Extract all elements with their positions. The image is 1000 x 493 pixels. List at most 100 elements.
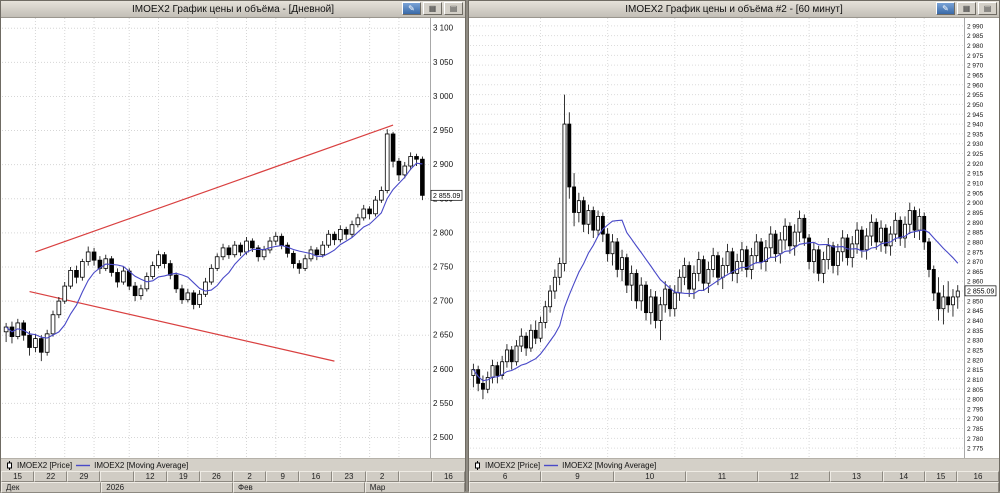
chart-panel-button[interactable]: ▤ (444, 2, 463, 15)
svg-text:2 835: 2 835 (967, 328, 984, 335)
svg-text:2 870: 2 870 (967, 259, 984, 266)
svg-text:2 885: 2 885 (967, 230, 984, 237)
svg-text:2 965: 2 965 (967, 72, 984, 79)
time-axis-cell[interactable]: 2 (232, 471, 267, 482)
svg-text:2 825: 2 825 (967, 347, 984, 354)
candlestick-icon (6, 460, 13, 470)
time-axis-daily[interactable]: 15 22 29 12 19 26 2 9 16 23 2 16 Дек 2026 Фев Мар (1, 471, 465, 493)
time-axis-cell[interactable]: 15 (924, 471, 957, 482)
chart-legend: IMOEX2 [Price] IMOEX2 [Moving Average] (1, 458, 465, 471)
time-axis-cell[interactable]: 16 (431, 471, 465, 482)
svg-text:2 950: 2 950 (967, 102, 984, 109)
time-axis-cell[interactable]: 11 (685, 471, 759, 482)
legend-price-label: IMOEX2 [Price] (17, 460, 73, 470)
svg-text:2 900: 2 900 (967, 200, 984, 207)
titlebar-hourly[interactable]: IMOEX2 График цены и объёма #2 - [60 мин… (469, 1, 999, 18)
svg-text:2 970: 2 970 (967, 63, 984, 70)
svg-text:2 750: 2 750 (433, 262, 454, 271)
time-axis-cell[interactable]: 19 (166, 471, 200, 482)
time-axis-cell[interactable]: 2 (365, 471, 399, 482)
svg-text:2 700: 2 700 (433, 297, 454, 306)
time-axis-cell[interactable]: 22 (34, 471, 68, 482)
svg-text:2 650: 2 650 (433, 331, 454, 340)
time-axis-cell[interactable]: Мар (364, 482, 465, 493)
time-axis-cell[interactable] (398, 471, 432, 482)
legend-ma-label: IMOEX2 [Moving Average] (94, 460, 189, 470)
chart-panel-button[interactable]: ▤ (978, 2, 997, 15)
svg-text:2 975: 2 975 (967, 53, 984, 60)
time-axis-cell[interactable]: 26 (199, 471, 233, 482)
svg-text:2 600: 2 600 (433, 365, 454, 374)
svg-text:2 980: 2 980 (967, 43, 984, 50)
edit-chart-button[interactable]: ✎ (936, 2, 955, 15)
svg-text:3 100: 3 100 (433, 24, 454, 33)
time-axis-cell[interactable]: 9 (541, 471, 614, 482)
chart-grid-button[interactable]: ▦ (423, 2, 442, 15)
svg-text:2 860: 2 860 (967, 279, 984, 286)
time-axis-cell[interactable] (100, 471, 134, 482)
time-axis-cell[interactable]: 13 (830, 471, 883, 482)
hourly-candlestick-chart[interactable]: 2 990 2 985 2 980 2 975 2 970 2 965 2 960 2 955… (470, 18, 998, 458)
svg-text:2 960: 2 960 (967, 82, 984, 89)
time-axis-cell[interactable]: 12 (133, 471, 167, 482)
svg-text:2 890: 2 890 (967, 220, 984, 227)
svg-text:2 800: 2 800 (967, 397, 984, 404)
svg-text:2 910: 2 910 (967, 181, 984, 188)
time-axis-hourly[interactable]: 6 9 10 11 12 13 14 15 16 (469, 471, 1000, 493)
time-axis-cell[interactable]: 15 (1, 471, 35, 482)
svg-text:2 925: 2 925 (967, 151, 984, 158)
time-axis-row[interactable]: Дек 2026 Фев Мар (1, 482, 465, 493)
svg-text:3 050: 3 050 (433, 58, 454, 67)
svg-text:2 840: 2 840 (967, 318, 984, 325)
time-axis-row[interactable] (469, 482, 999, 493)
chart-area-hourly[interactable]: 2 990 2 985 2 980 2 975 2 970 2 965 2 960 2 955… (469, 18, 999, 458)
svg-text:2 880: 2 880 (967, 239, 984, 246)
svg-text:2 820: 2 820 (967, 357, 984, 364)
svg-text:2 775: 2 775 (967, 446, 984, 453)
time-axis-cell[interactable]: 9 (266, 471, 300, 482)
svg-text:2 780: 2 780 (967, 436, 984, 443)
window-title: IMOEX2 График цены и объёма - [Дневной] (131, 3, 335, 15)
svg-text:2 930: 2 930 (967, 141, 984, 148)
time-axis-cell[interactable]: 14 (882, 471, 925, 482)
time-axis-cell[interactable]: 12 (758, 471, 831, 482)
ma-line-icon (76, 464, 91, 467)
svg-text:2 845: 2 845 (967, 308, 984, 315)
time-axis-cell[interactable]: 16 (956, 471, 1000, 482)
svg-text:2 985: 2 985 (967, 33, 984, 40)
time-axis-cell[interactable]: 2026 (101, 482, 233, 493)
titlebar-buttons: ✎ ▦ ▤ (936, 2, 997, 15)
svg-text:2 945: 2 945 (967, 112, 984, 119)
edit-chart-button[interactable]: ✎ (402, 2, 421, 15)
time-axis-cell[interactable]: 16 (299, 471, 333, 482)
time-axis-cell[interactable]: 10 (613, 471, 686, 482)
time-axis-cell[interactable] (469, 482, 999, 493)
chart-window-daily: IMOEX2 График цены и объёма - [Дневной] … (0, 0, 466, 493)
time-axis-cell[interactable]: 23 (332, 471, 366, 482)
svg-text:2 955: 2 955 (967, 92, 984, 99)
chart-grid-button[interactable]: ▦ (957, 2, 976, 15)
svg-text:2 790: 2 790 (967, 416, 984, 423)
svg-text:2 935: 2 935 (967, 131, 984, 138)
time-axis-row[interactable]: 15 22 29 12 19 26 2 9 16 23 2 16 (1, 471, 465, 482)
svg-text:2 855.09: 2 855.09 (433, 193, 460, 200)
svg-text:2 795: 2 795 (967, 406, 984, 413)
svg-text:2 950: 2 950 (433, 126, 454, 135)
titlebar-buttons: ✎ ▦ ▤ (402, 2, 463, 15)
svg-text:2 900: 2 900 (433, 160, 454, 169)
legend-price-label: IMOEX2 [Price] (485, 460, 541, 470)
time-axis-cell[interactable]: 29 (67, 471, 101, 482)
svg-text:2 850: 2 850 (967, 298, 984, 305)
titlebar-daily[interactable]: IMOEX2 График цены и объёма - [Дневной] … (1, 1, 465, 18)
time-axis-row[interactable]: 6 9 10 11 12 13 14 15 16 (469, 471, 1000, 482)
svg-text:2 805: 2 805 (967, 387, 984, 394)
svg-text:3 000: 3 000 (433, 92, 454, 101)
time-axis-cell[interactable]: Фев (233, 482, 365, 493)
time-axis-cell[interactable]: 6 (469, 471, 542, 482)
time-axis-cell[interactable]: Дек (1, 482, 102, 493)
svg-text:2 800: 2 800 (433, 228, 454, 237)
chart-legend: IMOEX2 [Price] IMOEX2 [Moving Average] (469, 458, 999, 471)
svg-text:2 550: 2 550 (433, 399, 454, 408)
